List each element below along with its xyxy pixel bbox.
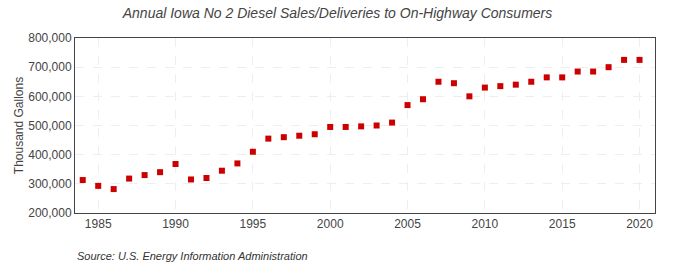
svg-text:2005: 2005 [394, 217, 421, 231]
svg-text:600,000: 600,000 [28, 90, 72, 104]
svg-text:500,000: 500,000 [28, 119, 72, 133]
svg-text:2015: 2015 [549, 217, 576, 231]
svg-text:2020: 2020 [626, 217, 653, 231]
svg-text:400,000: 400,000 [28, 148, 72, 162]
svg-text:800,000: 800,000 [28, 31, 72, 45]
svg-text:200,000: 200,000 [28, 206, 72, 220]
svg-text:Thousand Gallons: Thousand Gallons [12, 77, 26, 174]
svg-text:1985: 1985 [85, 217, 112, 231]
svg-text:2000: 2000 [317, 217, 344, 231]
svg-text:700,000: 700,000 [28, 60, 72, 74]
svg-text:1990: 1990 [162, 217, 189, 231]
svg-text:2010: 2010 [472, 217, 499, 231]
svg-text:300,000: 300,000 [28, 177, 72, 191]
svg-text:Source: U.S. Energy Informatio: Source: U.S. Energy Information Administ… [77, 250, 308, 262]
svg-text:Annual Iowa No 2 Diesel Sales/: Annual Iowa No 2 Diesel Sales/Deliveries… [122, 5, 553, 21]
svg-text:1995: 1995 [240, 217, 267, 231]
